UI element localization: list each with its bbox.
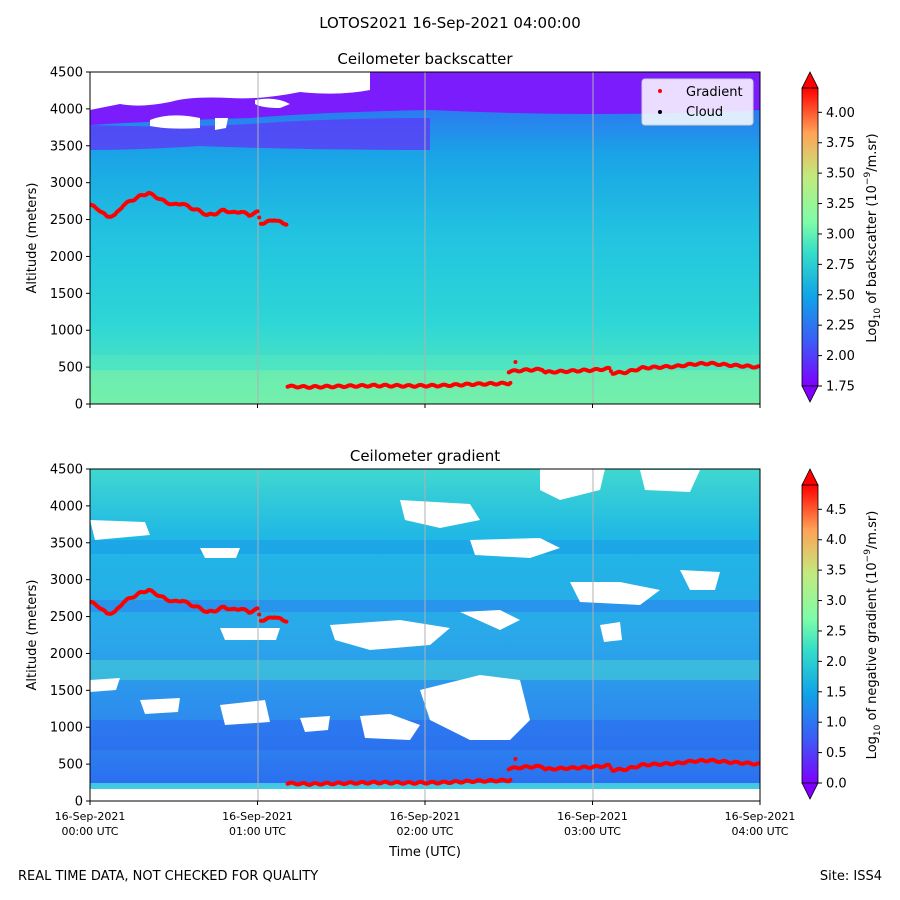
y-tick-label: 500 [58,361,83,376]
gradient-point [284,222,289,227]
colorbar-tick-label: 1.5 [826,685,847,700]
y-tick-label: 4500 [50,463,83,478]
colorbar-tick-label: 2.0 [826,655,847,670]
x-tick-date: 16-Sep-2021 [222,810,293,823]
gradient-colorbar-ticks: 0.0 0.5 1.0 1.5 2.0 2.5 3.0 3.5 4.0 4.5 [818,503,847,792]
backscatter-y-ticks: 0 500 1000 1500 2000 2500 3000 3500 4000 4500 [50,66,90,413]
colorbar-tick-label: 0.0 [826,777,847,792]
y-tick-label: 2000 [50,250,83,265]
legend-gradient-label: Gradient [686,85,743,100]
x-tick-date: 16-Sep-2021 [725,810,796,823]
colorbar-tick-label: 3.0 [826,594,847,609]
colorbar-tick-label: 4.5 [826,503,847,518]
colorbar-tick-label: 2.25 [826,319,855,334]
y-tick-label: 0 [75,795,83,810]
legend-gradient-marker [658,89,662,93]
backscatter-heatmap [90,72,760,404]
x-tick-time: 00:00 UTC [61,825,118,838]
gradient-point [756,364,760,369]
y-tick-label: 3500 [50,536,83,551]
legend-cloud-label: Cloud [686,105,723,120]
colorbar-tick-label: 3.00 [826,227,855,242]
y-tick-label: 1000 [50,324,83,339]
colorbar-tick-label: 2.50 [826,288,855,303]
colorbar-tick-label: 2.00 [826,349,855,364]
backscatter-colorbar-ticks: 1.75 2.00 2.25 2.50 2.75 3.00 3.25 3.50 3.75 4.00 [818,106,855,395]
figure-title: LOTOS2021 16-Sep-2021 04:00:00 [319,14,581,32]
gradient-point [257,612,262,617]
colorbar-tick-label: 3.50 [826,167,855,182]
gradient-colorbar: 0.0 0.5 1.0 1.5 2.0 2.5 3.0 3.5 4.0 4.5 Log10 of … [801,468,883,800]
colorbar-tick-label: 2.5 [826,624,847,639]
gradient-point [508,777,513,782]
gradient-point [513,359,518,364]
legend-cloud-marker [658,110,662,114]
x-tick-time: 01:00 UTC [229,825,286,838]
colorbar-tick-label: 3.5 [826,564,847,579]
gradient-point [607,763,612,768]
gradient-title: Ceilometer gradient [350,447,500,465]
backscatter-x-ticks [89,404,761,408]
gradient-point [255,209,260,214]
colorbar-tick-label: 3.25 [826,197,855,212]
backscatter-title: Ceilometer backscatter [337,50,513,68]
gradient-point [756,761,760,766]
gradient-x-ticks: 16-Sep-2021 00:00 UTC 16-Sep-2021 01:00 UTC… [55,801,796,838]
colorbar-tick-label: 1.75 [826,380,855,395]
gradient-point [513,756,518,761]
gradient-point [607,366,612,371]
gradient-panel: Ceilometer gradient [25,447,883,860]
y-tick-label: 0 [75,398,83,413]
gradient-y-ticks: 0 500 1000 1500 2000 2500 3000 3500 4000 4500 [50,463,90,810]
colorbar-tick-label: 1.0 [826,716,847,731]
y-tick-label: 2500 [50,213,83,228]
colorbar-tick-label: 0.5 [826,746,847,761]
x-tick-time: 02:00 UTC [396,825,453,838]
gradient-xlabel: Time (UTC) [388,845,461,860]
backscatter-gradient-points [90,190,760,390]
x-tick-date: 16-Sep-2021 [390,810,461,823]
y-tick-label: 1500 [50,287,83,302]
gradient-ylabel: Altitude (meters) [25,580,40,691]
site-label: Site: ISS4 [819,869,882,884]
x-tick-time: 04:00 UTC [731,825,788,838]
y-tick-label: 3000 [50,176,83,191]
gradient-heatmap [90,469,760,801]
y-tick-label: 4000 [50,499,83,514]
legend: Gradient Cloud [641,78,754,126]
gradient-gradient-points [90,587,760,787]
backscatter-panel: Ceilometer backscatter 0 500 1000 1500 2000 2… [25,50,883,413]
backscatter-colorbar: 1.75 2.00 2.25 2.50 2.75 3.00 3.25 3.50 3.75 4.00… [801,71,883,403]
gradient-point [257,215,262,220]
y-tick-label: 2500 [50,610,83,625]
colorbar-tick-label: 4.0 [826,533,847,548]
colorbar-tick-label: 3.75 [826,136,855,151]
x-tick-date: 16-Sep-2021 [557,810,628,823]
data-quality-note: REAL TIME DATA, NOT CHECKED FOR QUALITY [18,869,319,884]
gradient-point [508,380,513,385]
gradient-point [284,619,289,624]
y-tick-label: 4000 [50,102,83,117]
gradient-point [255,606,260,611]
y-tick-label: 500 [58,758,83,773]
colorbar-tick-label: 2.75 [826,258,855,273]
y-tick-label: 1000 [50,721,83,736]
backscatter-ylabel: Altitude (meters) [25,183,40,294]
x-tick-time: 03:00 UTC [564,825,621,838]
y-tick-label: 2000 [50,647,83,662]
gradient-colorbar-label: Log10 of negative gradient (10−9/m.sr) [863,511,883,760]
backscatter-colorbar-label: Log10 of backscatter (10−9/m.sr) [863,133,883,342]
y-tick-label: 3500 [50,139,83,154]
y-tick-label: 4500 [50,66,83,81]
y-tick-label: 3000 [50,573,83,588]
x-tick-date: 16-Sep-2021 [55,810,126,823]
colorbar-tick-label: 4.00 [826,106,855,121]
y-tick-label: 1500 [50,684,83,699]
